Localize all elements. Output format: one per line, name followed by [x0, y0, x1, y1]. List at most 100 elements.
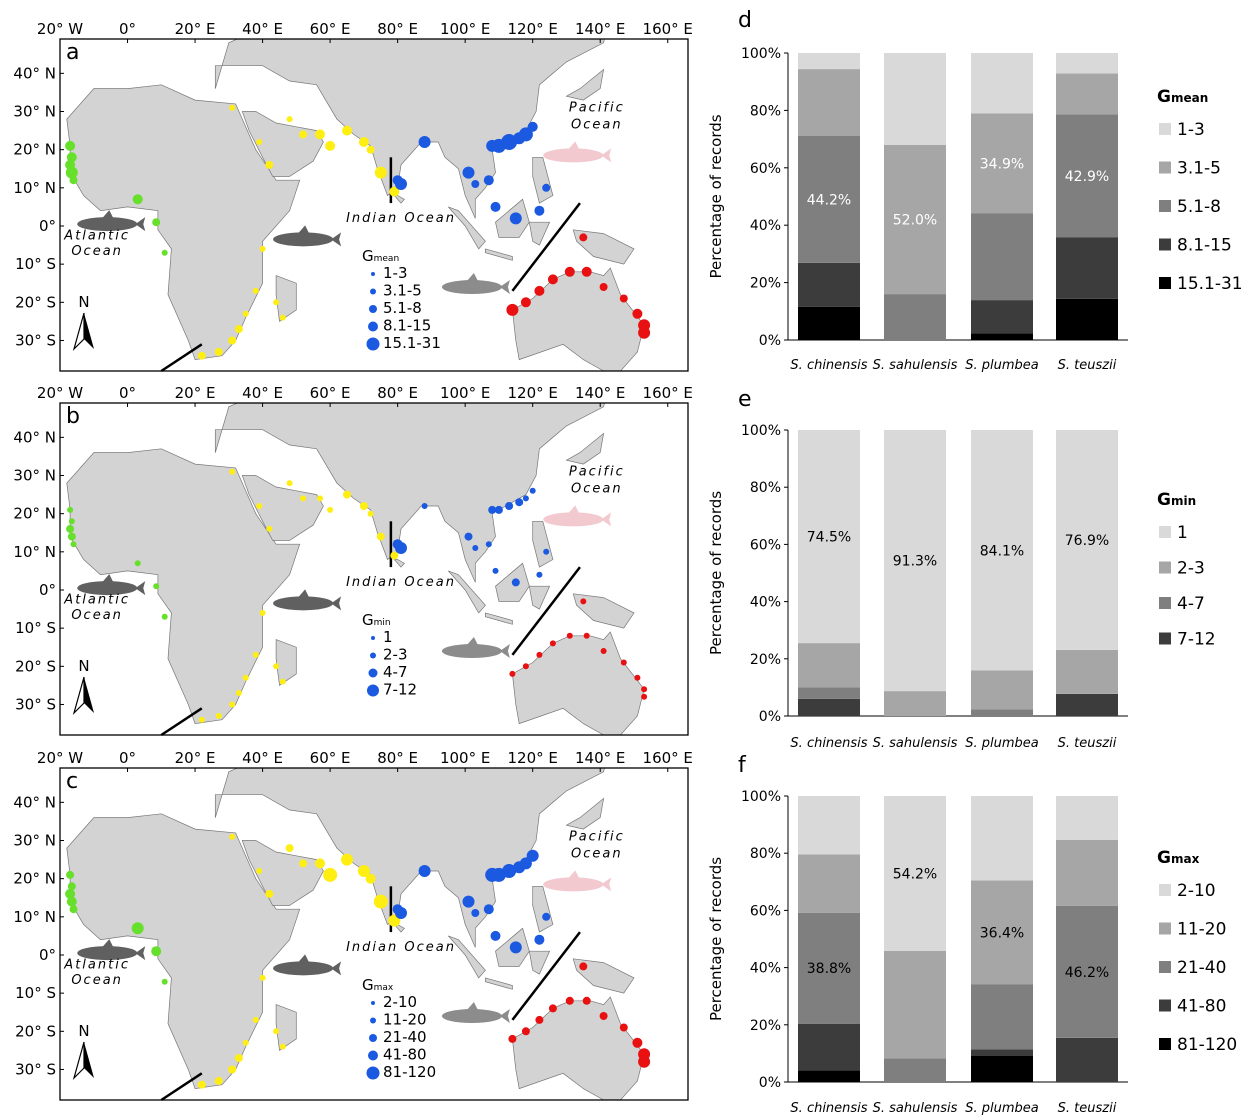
- range-break-line-0: [160, 1072, 203, 1102]
- chart-legend-title-sub: max: [1171, 852, 1200, 866]
- chart-category-label: S. sahulensis: [873, 736, 958, 751]
- sighting-point: [299, 130, 308, 139]
- bar-segment-5.1-8: [1056, 114, 1118, 238]
- chart-category-label: S. chinensis: [790, 736, 867, 751]
- map-legend-label: 41-80: [383, 1046, 427, 1064]
- chart-legend-label: 1-3: [1177, 120, 1205, 140]
- atlantic-ocean-label: Ocean: [71, 608, 123, 623]
- sighting-point: [579, 962, 588, 971]
- sighting-point: [315, 858, 325, 869]
- sighting-point: [506, 303, 519, 316]
- north-arrow-right-half: [84, 1042, 94, 1078]
- bar-segment-1-3: [884, 53, 946, 145]
- sighting-point: [242, 1039, 249, 1046]
- map-legend-title-main: G: [362, 976, 374, 994]
- chart-legend-title: Gmax: [1157, 848, 1200, 868]
- chart-panel-f: f Percentage of records 0% 20% 40% 60% 80% 100%…: [707, 753, 1237, 1116]
- pacific-ocean-label: Ocean: [571, 118, 623, 133]
- lat-tick-label: 10° N: [13, 908, 56, 926]
- bar-data-label: 54.2%: [893, 867, 937, 883]
- sighting-point: [256, 139, 263, 145]
- pacific-ocean-label: Pacific: [569, 830, 625, 845]
- bar-segment-1: [971, 430, 1033, 671]
- north-arrow-right-half: [84, 313, 94, 349]
- sighting-point: [581, 266, 592, 277]
- lat-tick-label: 10° S: [15, 619, 56, 637]
- sighting-point: [522, 495, 529, 502]
- chart-legend-label: 81-120: [1177, 1035, 1237, 1055]
- sighting-point: [252, 287, 259, 294]
- sighting-point: [285, 844, 294, 853]
- sighting-point: [527, 121, 538, 132]
- sighting-point: [228, 1065, 237, 1074]
- landmass-2: [241, 111, 324, 177]
- north-arrow-icon: N: [72, 293, 94, 352]
- chart-legend-label: 15.1-31: [1177, 274, 1243, 294]
- sighting-point: [342, 125, 352, 136]
- dolphin-body: [543, 877, 604, 892]
- sighting-point: [376, 532, 385, 541]
- sighting-point: [327, 506, 334, 513]
- chart-y-tick-label: 100%: [741, 46, 781, 62]
- lat-tick-label: 40° N: [13, 64, 56, 82]
- sighting-point: [619, 1023, 628, 1032]
- sighting-point: [505, 502, 514, 510]
- map-legend-marker: [370, 288, 376, 295]
- lat-tick-label: 0°: [39, 217, 56, 235]
- sighting-point: [518, 127, 533, 142]
- landmass-5: [565, 797, 605, 830]
- sighting-point: [521, 1027, 530, 1036]
- landmass-8: [485, 612, 513, 625]
- lon-tick-label: 140° E: [575, 20, 625, 38]
- dolphin-australian: [441, 1002, 510, 1024]
- sighting-point: [279, 678, 286, 685]
- chart-y-axis-label: Percentage of records: [707, 114, 725, 278]
- dolphin-fluke: [601, 877, 612, 892]
- north-arrow-label: N: [78, 293, 89, 311]
- sighting-point: [325, 140, 336, 151]
- map-legend-marker: [366, 1066, 380, 1080]
- sighting-point: [315, 129, 325, 140]
- sighting-point: [600, 648, 607, 654]
- landmass-10: [532, 885, 554, 933]
- atlantic-ocean-label: Ocean: [71, 973, 123, 988]
- sighting-point: [317, 495, 323, 502]
- lat-tick-label: 10° N: [13, 543, 56, 561]
- sighting-point: [502, 864, 517, 878]
- sighting-point: [515, 498, 524, 507]
- chart-category-label: S. teuszii: [1058, 358, 1117, 373]
- sighting-point: [520, 297, 531, 308]
- sighting-point: [242, 674, 249, 681]
- sighting-point: [634, 674, 641, 681]
- sighting-point: [390, 551, 399, 560]
- pacific-ocean-label: Ocean: [571, 847, 623, 862]
- sighting-point: [197, 1080, 206, 1089]
- bar-segment-4-7: [971, 709, 1033, 716]
- landmass-11: [572, 593, 635, 629]
- chart-y-tick-label: 40%: [750, 595, 781, 611]
- chart-legend-label: 2-3: [1177, 559, 1205, 579]
- bar-segment-7-12: [1056, 694, 1118, 716]
- landmass-8: [485, 248, 513, 261]
- sighting-point: [153, 583, 160, 590]
- bar-data-label: 46.2%: [1065, 965, 1109, 981]
- chart-y-tick-label: 0%: [759, 709, 781, 725]
- lat-tick-label: 30° S: [15, 695, 56, 713]
- sighting-point: [534, 934, 545, 945]
- sighting-point: [273, 1028, 280, 1035]
- map-legend-marker: [371, 636, 375, 640]
- lat-tick-label: 40° N: [13, 428, 56, 446]
- bar-segment-11-20: [971, 880, 1033, 985]
- lon-tick-label: 20° E: [175, 384, 216, 402]
- dolphin-dorsal-fin: [102, 939, 114, 948]
- lon-tick-label: 120° E: [507, 20, 557, 38]
- chart-y-tick-label: 20%: [750, 652, 781, 668]
- map-legend-title-sub: min: [374, 618, 391, 628]
- landmass-11: [572, 958, 635, 994]
- bar-segment-2-10: [1056, 796, 1118, 840]
- lon-tick-label: 140° E: [575, 749, 625, 767]
- sighting-point: [66, 896, 77, 907]
- chart-y-tick-label: 0%: [759, 1075, 781, 1091]
